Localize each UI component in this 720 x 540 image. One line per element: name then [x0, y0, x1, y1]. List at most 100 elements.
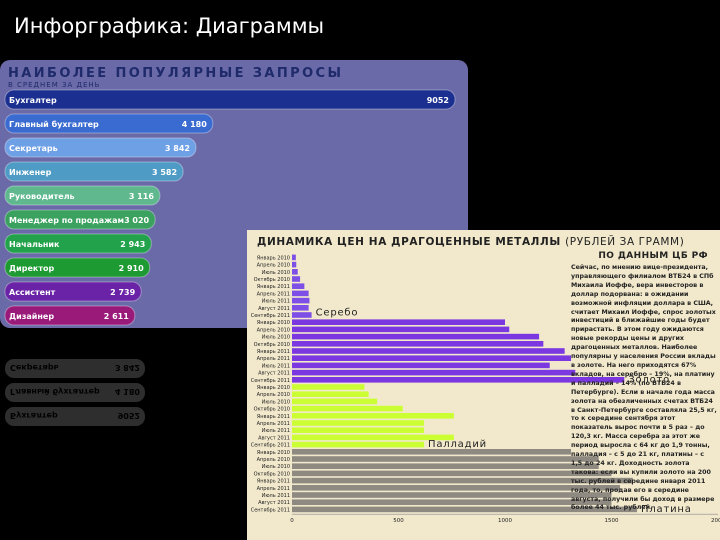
chart1-bar: [4, 233, 152, 254]
metal-prices-chart: ДИНАМИКА ЦЕН НА ДРАГОЦЕННЫЕ МЕТАЛЛЫ (РУБ…: [247, 230, 720, 540]
chart2-category-label: Август 2011: [258, 306, 290, 312]
chart2-bar: [292, 413, 454, 419]
chart2-category-label: Июль 2011: [262, 493, 290, 499]
chart1-value-label: 3 116: [129, 192, 154, 201]
chart2-bar: [292, 456, 599, 462]
chart2-bar: [292, 470, 612, 477]
chart2-bar: [292, 297, 310, 304]
chart1-value-label: 2 910: [119, 264, 144, 273]
chart2-category-label: Август 2011: [258, 435, 290, 441]
chart2-bar: [292, 348, 565, 354]
chart2-bar: [292, 369, 576, 376]
chart2-category-label: Сентябрь 2011: [251, 507, 290, 513]
chart2-bar: [292, 485, 621, 491]
chart2-series-label: Серебо: [316, 308, 359, 319]
chart2-bar: [292, 441, 425, 448]
chart1-bar: [4, 89, 456, 110]
chart2-bar: [292, 463, 599, 469]
chart1-title: НАИБОЛЕЕ ПОПУЛЯРНЫЕ ЗАПРОСЫ: [8, 66, 343, 81]
chart2-bar: [292, 362, 550, 369]
chart2-category-label: Январь 2010: [257, 385, 290, 391]
chart2-bar: [292, 391, 369, 397]
reflection-bar: [5, 407, 145, 426]
chart2-x-tick-label: 500: [393, 518, 404, 524]
chart2-bar: [292, 269, 298, 275]
chart1-category-label: Главный бухгалтер: [9, 119, 99, 129]
chart1-category-label: Дизайнер: [9, 312, 54, 321]
chart1-value-label: 2 611: [104, 312, 129, 321]
chart1-value-label: 3 582: [152, 168, 177, 177]
chart2-bar: [292, 254, 296, 261]
chart2-bar: [292, 319, 505, 325]
chart2-category-label: Июль 2011: [262, 299, 290, 305]
chart2-bar: [292, 499, 612, 505]
chart2-category-label: Июль 2011: [262, 428, 290, 434]
chart1-value-label: 4 180: [182, 120, 207, 129]
chart2-category-label: Июль 2010: [262, 464, 290, 470]
chart2-category-label: Январь 2010: [257, 320, 290, 326]
chart2-bar: [292, 506, 638, 513]
chart2-bar: [292, 405, 403, 412]
chart1-value-label: 2 943: [120, 240, 145, 249]
chart2-series-label: Палладий: [428, 439, 487, 450]
chart2-x-tick-label: 1500: [605, 518, 619, 524]
reflection-bar: [5, 359, 145, 378]
chart2-bar: [292, 305, 309, 311]
chart2-category-label: Июль 2011: [262, 363, 290, 369]
chart1-bar: [4, 113, 214, 134]
chart1-category-label: Бухгалтер: [9, 96, 57, 105]
chart2-bar: [292, 261, 297, 268]
chart2-x-tick-label: 2000: [711, 518, 720, 524]
chart2-series-label: Золото: [628, 374, 670, 385]
chart2-category-label: Апрель 2011: [257, 291, 290, 297]
chart1-category-label: Секретарь: [9, 144, 58, 153]
reflection-value: 4 180: [115, 387, 140, 396]
chart2-bar: [292, 492, 612, 498]
chart2-bar: [292, 434, 454, 441]
chart2-bar: [292, 420, 425, 426]
chart2-category-label: Январь 2011: [257, 284, 290, 290]
chart1-category-label: Ассистент: [9, 288, 56, 297]
chart2-category-label: Сентябрь 2011: [251, 313, 290, 319]
chart2-bar: [292, 355, 572, 361]
chart1-value-label: 9052: [427, 96, 449, 105]
chart2-bar: [292, 449, 572, 455]
chart1-category-label: Инженер: [9, 168, 52, 177]
chart1-bar: [4, 281, 142, 302]
chart2-category-label: Апрель 2010: [257, 263, 290, 269]
chart1-category-label: Начальник: [9, 240, 60, 249]
chart2-category-label: Октябрь 2010: [254, 342, 290, 348]
chart2-category-label: Апрель 2011: [257, 356, 290, 362]
reflection-value: 3 842: [115, 363, 140, 372]
chart2-bar: [292, 477, 633, 484]
chart2-category-label: Октябрь 2010: [254, 471, 290, 477]
chart2-bar: [292, 377, 625, 383]
chart2-bar: [292, 312, 312, 318]
chart2-series-label: Платина: [641, 504, 692, 515]
reflection-label: Секретарь: [10, 363, 59, 372]
chart2-category-label: Апрель 2010: [257, 457, 290, 463]
chart2-title: ДИНАМИКА ЦЕН НА ДРАГОЦЕННЫЕ МЕТАЛЛЫ (РУБ…: [257, 235, 684, 248]
reflection-value: 9052: [118, 411, 140, 420]
chart2-x-tick-label: 0: [290, 518, 294, 524]
chart2-category-label: Июль 2010: [262, 270, 290, 276]
chart2-category-label: Октябрь 2010: [254, 407, 290, 413]
chart2-category-label: Январь 2011: [257, 414, 290, 420]
chart2-bar: [292, 427, 425, 433]
chart2-category-label: Апрель 2011: [257, 421, 290, 427]
chart1-bar: [4, 209, 156, 230]
chart1-bar: [4, 137, 197, 158]
chart1-bar: [4, 257, 151, 278]
chart2-category-label: Январь 2010: [257, 450, 290, 456]
reflection-bar: [5, 383, 145, 402]
chart2-category-label: Сентябрь 2011: [251, 378, 290, 384]
chart2-category-label: Январь 2011: [257, 479, 290, 485]
chart1-bar: [4, 305, 136, 326]
chart2-category-label: Июль 2010: [262, 399, 290, 405]
chart1-bar: [4, 185, 161, 206]
chart2-bar: [292, 384, 365, 390]
chart2-category-label: Июль 2010: [262, 335, 290, 341]
chart2-bar: [292, 276, 301, 282]
chart1-subtitle: В СРЕДНЕМ ЗА ДЕНЬ: [8, 81, 100, 89]
